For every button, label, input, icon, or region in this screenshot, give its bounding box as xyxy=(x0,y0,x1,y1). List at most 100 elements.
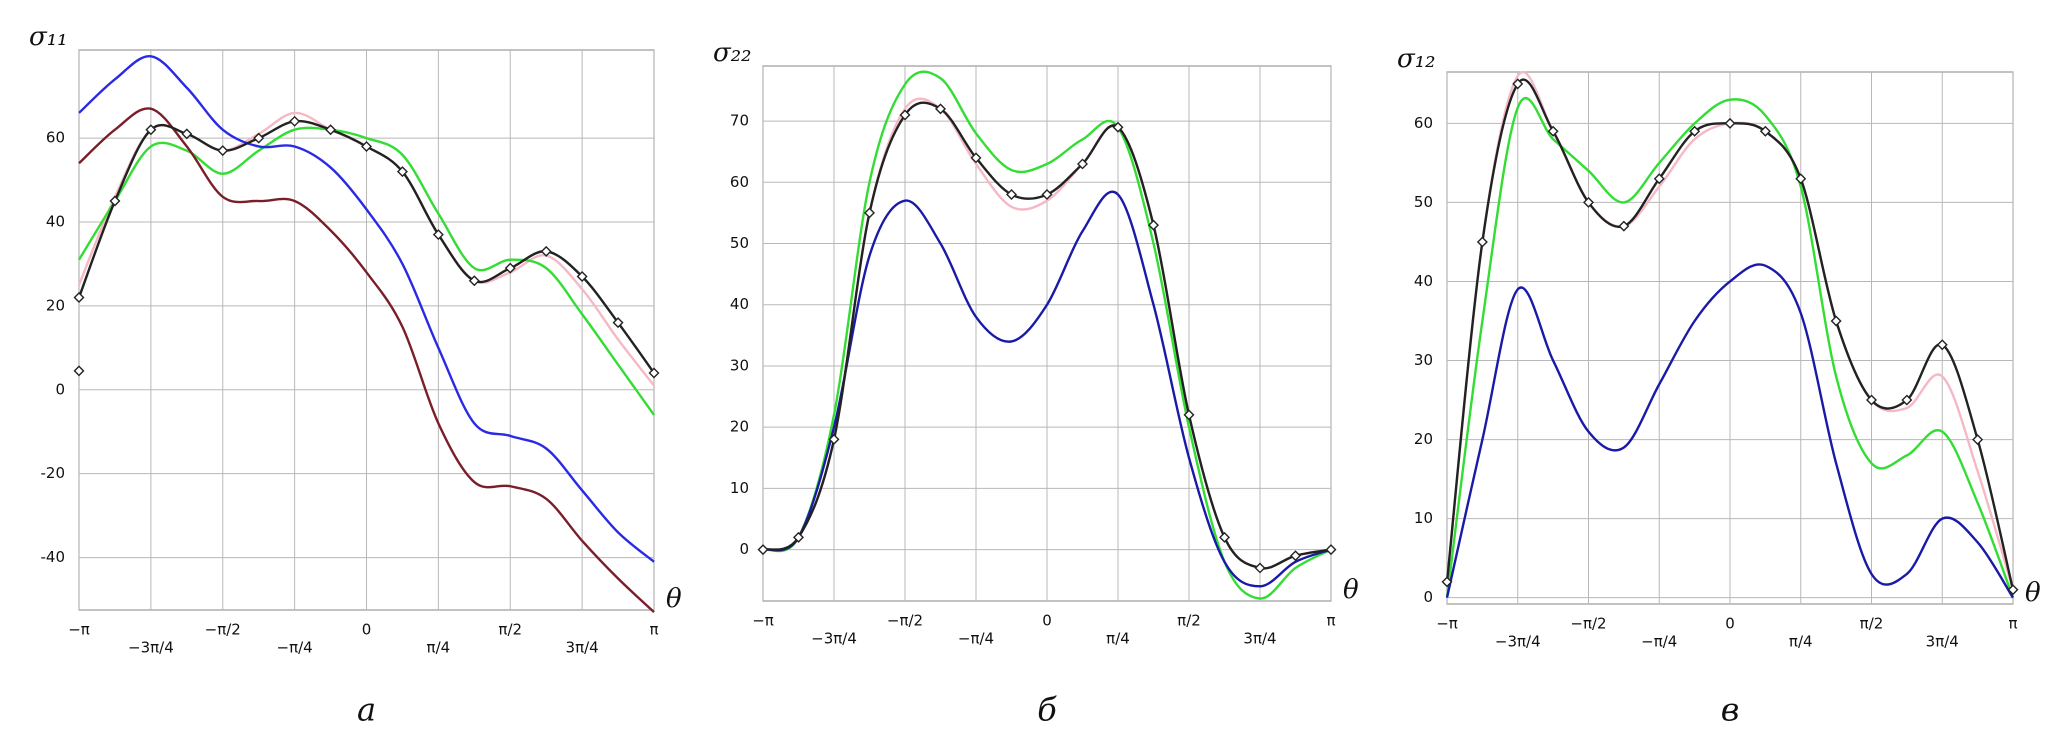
data-point xyxy=(648,367,660,379)
data-point xyxy=(1689,125,1701,137)
data-point xyxy=(253,132,265,144)
x-tick-label: −3π/4 xyxy=(811,630,857,648)
y-tick-label: 60 xyxy=(1414,114,1433,132)
data-point xyxy=(612,317,624,329)
x-tick-label: 0 xyxy=(362,621,372,639)
x-tick-label: −π xyxy=(68,621,90,639)
data-point xyxy=(1077,158,1088,170)
data-point xyxy=(468,275,480,287)
series-line xyxy=(78,55,655,563)
x-axis-label: θ xyxy=(666,584,682,614)
y-tick-label: 60 xyxy=(730,173,749,191)
y-tick-label: -20 xyxy=(41,464,66,482)
panel-caption: а xyxy=(357,691,376,729)
y-tick-label: -40 xyxy=(41,548,66,566)
y-tick-label: 50 xyxy=(730,234,749,252)
data-point xyxy=(1866,394,1877,406)
data-point xyxy=(145,124,157,136)
data-point xyxy=(576,271,588,283)
y-tick-label: 20 xyxy=(730,418,749,436)
data-point xyxy=(217,145,229,157)
x-tick-label: −π/4 xyxy=(958,630,994,648)
data-point xyxy=(1441,576,1453,588)
data-point xyxy=(109,195,121,207)
data-point xyxy=(1830,315,1842,327)
data-point xyxy=(1653,173,1665,185)
panel-caption: в xyxy=(1721,691,1740,729)
series-line xyxy=(1445,71,2015,591)
data-point xyxy=(2007,584,2019,596)
y-tick-label: 0 xyxy=(739,540,749,558)
x-tick-label: −π/4 xyxy=(277,639,313,657)
x-tick-label: −3π/4 xyxy=(1495,633,1541,651)
x-tick-label: π xyxy=(649,621,658,639)
data-point xyxy=(1041,189,1053,201)
x-tick-label: π/2 xyxy=(498,621,522,639)
x-tick-label: 3π/4 xyxy=(566,639,599,657)
data-point xyxy=(1618,220,1630,232)
panel: 0 10 20 30 40 50 60 −π −3π/4 −π/2 −π/4 0 π/4 π/2 3π/4 π… xyxy=(1397,44,2041,729)
data-point xyxy=(540,245,552,257)
panel: -40 -20 0 20 40 60 −π −3π/4 −π/2 −π/4 0 π/4 π/2 3π/4 π… xyxy=(29,22,682,729)
x-tick-label: −π xyxy=(752,612,774,630)
data-point xyxy=(1901,394,1913,406)
y-tick-label: 0 xyxy=(55,380,65,398)
data-point xyxy=(1972,434,1984,446)
data-point xyxy=(1936,339,1948,351)
data-point xyxy=(1219,531,1230,543)
data-point xyxy=(793,531,804,543)
x-axis-label: θ xyxy=(1343,575,1359,605)
data-point xyxy=(1583,196,1594,208)
series-line xyxy=(762,190,1332,588)
x-tick-label: π xyxy=(2008,615,2017,633)
series-line xyxy=(77,126,655,416)
y-tick-label: 70 xyxy=(730,112,749,130)
series-line xyxy=(78,107,655,613)
y-tick-label: 10 xyxy=(730,479,749,497)
data-point xyxy=(757,544,769,556)
y-tick-label: 30 xyxy=(1414,351,1433,369)
y-tick-label: 30 xyxy=(730,356,749,374)
data-point xyxy=(1254,562,1266,574)
series-line xyxy=(1445,263,2015,599)
y-tick-label: 60 xyxy=(46,129,65,147)
x-tick-label: 0 xyxy=(1725,615,1735,633)
x-tick-label: π/4 xyxy=(427,639,451,657)
data-point xyxy=(289,115,301,127)
x-tick-label: 3π/4 xyxy=(1926,633,1959,651)
x-tick-label: −π xyxy=(1436,615,1458,633)
x-tick-label: π xyxy=(1326,612,1335,630)
data-point xyxy=(1290,550,1301,562)
data-point xyxy=(73,365,85,377)
series-line xyxy=(1445,97,2015,599)
y-tick-label: 40 xyxy=(730,295,749,313)
y-axis-label: σ₁₂ xyxy=(1397,44,1436,74)
data-point xyxy=(1795,173,1807,185)
x-tick-label: −π/2 xyxy=(1570,615,1606,633)
data-point xyxy=(1006,189,1017,201)
data-point xyxy=(181,128,193,140)
panel: 0 10 20 30 40 50 60 70 −π −3π/4 −π/2 −π/4 0 π/4 π/2 3π/… xyxy=(713,38,1359,729)
panel-caption: б xyxy=(1037,691,1057,729)
data-point xyxy=(935,103,946,115)
data-point xyxy=(1112,121,1124,133)
y-tick-label: 20 xyxy=(1414,430,1433,448)
data-point xyxy=(432,229,444,241)
x-axis-label: θ xyxy=(2025,578,2041,608)
data-point xyxy=(1512,78,1524,90)
data-point xyxy=(73,292,85,303)
y-axis-label: σ₁₁ xyxy=(29,22,68,52)
y-tick-label: 20 xyxy=(46,296,65,314)
data-point xyxy=(1148,219,1159,231)
x-tick-label: −π/2 xyxy=(887,612,923,630)
y-tick-label: 50 xyxy=(1414,193,1433,211)
data-point xyxy=(899,109,911,121)
y-tick-label: 40 xyxy=(1414,272,1433,290)
y-tick-label: 40 xyxy=(46,212,65,230)
data-point xyxy=(325,124,337,136)
x-tick-label: π/4 xyxy=(1106,630,1130,648)
y-tick-label: 0 xyxy=(1423,588,1433,606)
y-axis-label: σ₂₂ xyxy=(713,38,752,68)
x-tick-label: −3π/4 xyxy=(128,639,174,657)
